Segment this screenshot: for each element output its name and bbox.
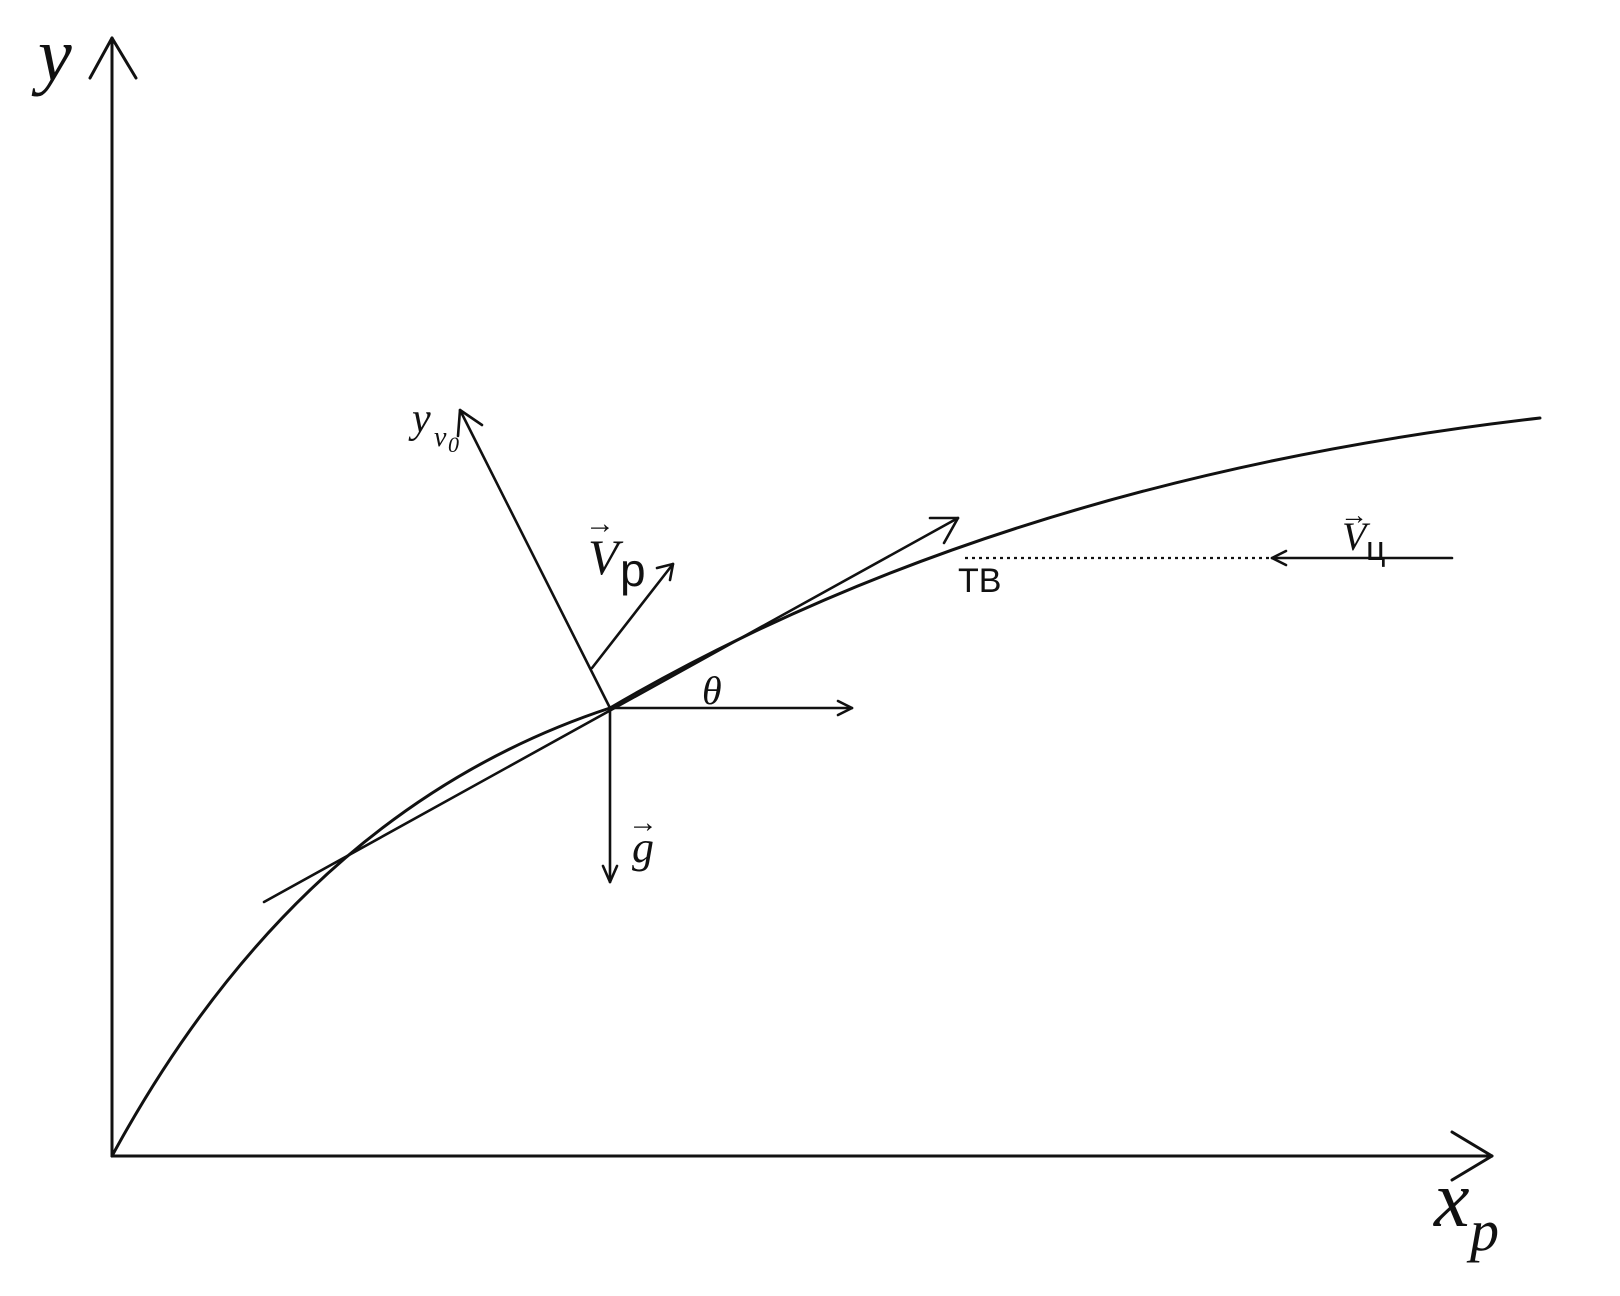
svg-text:y: y xyxy=(408,396,431,442)
x-axis-label: x p xyxy=(1433,1156,1499,1263)
trajectory-curve xyxy=(110,416,1542,1158)
y-axis xyxy=(88,36,138,1158)
normal-axis-label: y v 0 xyxy=(408,396,459,457)
svg-text:p: p xyxy=(1466,1198,1499,1263)
velocity-vector-vr xyxy=(590,562,675,670)
svg-text:V: V xyxy=(588,529,624,585)
svg-text:g: g xyxy=(632,823,654,872)
gravity-label: → g xyxy=(628,806,658,872)
x-axis xyxy=(110,1130,1494,1182)
svg-text:→: → xyxy=(1340,499,1368,530)
velocity-vr-label: → V p xyxy=(585,507,646,596)
normal-axis xyxy=(456,408,612,710)
svg-text:p: p xyxy=(620,544,646,596)
svg-text:0: 0 xyxy=(448,432,459,457)
svg-text:→: → xyxy=(628,806,658,839)
svg-text:ц: ц xyxy=(1366,530,1385,568)
svg-text:→: → xyxy=(585,507,615,540)
gravity-vector xyxy=(601,706,619,884)
y-axis-label: y xyxy=(31,13,72,97)
tv-point-label: ТВ xyxy=(958,562,1001,600)
svg-text:v: v xyxy=(434,422,447,453)
horizontal-reference-arrow xyxy=(608,699,854,717)
svg-text:x: x xyxy=(1433,1156,1470,1244)
angle-theta-label: θ xyxy=(702,668,722,713)
target-velocity-label: → V ц xyxy=(1340,499,1385,568)
target-velocity-vector xyxy=(1270,549,1454,567)
svg-text:V: V xyxy=(1342,514,1371,559)
